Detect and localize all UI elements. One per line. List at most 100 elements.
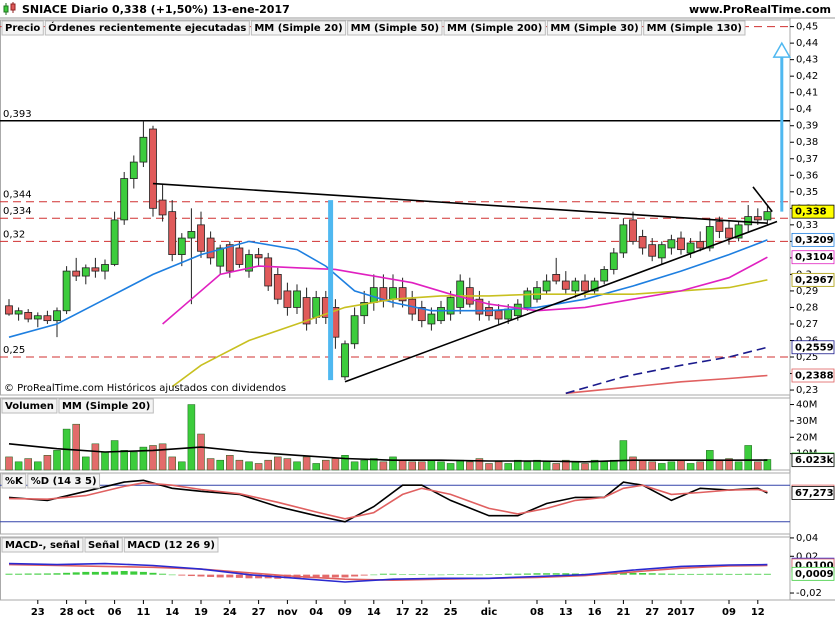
volume-bar: [293, 461, 301, 471]
legend-item[interactable]: Órdenes recientemente ejecutadas: [48, 21, 246, 34]
trend-line: [752, 186, 773, 213]
legend-item[interactable]: %D (14 3 5): [31, 476, 97, 487]
legend-item[interactable]: Precio: [5, 23, 40, 34]
x-tick-label: 27: [252, 607, 266, 618]
histogram-bar: [24, 573, 32, 575]
price-label-box: [791, 486, 835, 500]
level-label: 0,393: [3, 109, 32, 120]
volume-bar: [590, 459, 599, 471]
legend-item[interactable]: Señal: [88, 540, 119, 551]
x-tick-label: 12: [751, 607, 765, 618]
series-line: [565, 346, 768, 395]
x-tick-label: 17: [396, 607, 410, 618]
candle-body: [437, 307, 445, 322]
legend-item[interactable]: MM (Simple 20): [62, 401, 150, 412]
candle-body: [485, 307, 493, 317]
candle-body: [264, 257, 273, 287]
volume-bar: [139, 446, 148, 471]
y-tick-label: 0,04: [796, 533, 818, 544]
volume-bar: [91, 443, 100, 471]
histogram-bar: [447, 574, 455, 575]
histogram-bar: [495, 574, 503, 575]
series-line: [8, 239, 768, 338]
histogram-bar: [408, 574, 416, 575]
y-tick-label: 0,39: [796, 121, 818, 132]
volume-bar: [216, 459, 224, 471]
volume-bar: [254, 463, 263, 471]
candle-body: [629, 219, 637, 242]
site-name[interactable]: www.ProRealTime.com: [689, 3, 831, 16]
histogram-bar: [763, 573, 771, 575]
price-label-box: [791, 340, 835, 355]
volume-bar: [542, 461, 551, 471]
histogram-bar: [255, 574, 263, 579]
volume-bar: [600, 461, 608, 471]
volume-bar: [494, 461, 503, 471]
legend-item[interactable]: MACD (12 26 9): [127, 540, 215, 551]
volume-bar: [235, 459, 244, 471]
legend-item[interactable]: MACD-, señal: [5, 540, 80, 551]
volume-bar: [158, 443, 167, 471]
histogram-bar: [5, 573, 13, 575]
histogram-bar: [63, 572, 71, 575]
legend-item[interactable]: MM (Simple 20): [254, 23, 342, 34]
y-tick-label: 0,33: [796, 220, 818, 231]
legend-box: [1, 20, 44, 36]
histogram-bar: [754, 573, 762, 575]
x-tick-label: 2017: [667, 607, 695, 618]
x-tick-label: dic: [481, 607, 498, 618]
legend-box: [58, 398, 154, 414]
volume-bar: [475, 458, 484, 471]
candle-body: [139, 136, 148, 163]
candle-body: [120, 178, 129, 221]
candle-body: [494, 310, 503, 320]
volume-bar: [514, 459, 522, 471]
candle-body: [763, 211, 772, 221]
volume-bar: [283, 458, 292, 471]
volume-bar: [686, 463, 695, 471]
legend-item[interactable]: %K: [5, 476, 24, 487]
legend-item[interactable]: MM (Simple 130): [647, 23, 742, 34]
histogram-bar: [619, 572, 627, 575]
histogram-bar: [504, 573, 512, 575]
y-tick-label: 0,23: [796, 385, 818, 396]
histogram-bar: [331, 574, 339, 578]
volume-bar: [322, 459, 330, 471]
volume-bar: [398, 459, 407, 471]
series-line: [171, 279, 768, 388]
candle-body: [475, 298, 484, 315]
histogram-bar: [53, 573, 61, 575]
candle-body: [62, 270, 71, 312]
app-icon: [3, 2, 16, 15]
histogram-bar: [15, 573, 23, 575]
volume-bar: [658, 463, 666, 471]
histogram-bar: [178, 574, 186, 576]
candle-body: [417, 307, 426, 322]
candle-body: [542, 280, 551, 292]
candle-body: [14, 310, 23, 315]
histogram-bar: [648, 573, 656, 575]
candle-body: [561, 280, 570, 290]
y-tick-label: 0,36: [796, 170, 818, 181]
legend-item[interactable]: MM (Simple 30): [550, 23, 638, 34]
candle-body: [638, 236, 647, 249]
legend-item[interactable]: MM (Simple 200): [447, 23, 542, 34]
candle-body: [206, 237, 215, 259]
candle-body: [110, 219, 119, 265]
legend-item[interactable]: MM (Simple 50): [351, 23, 439, 34]
candle-body: [312, 297, 321, 318]
histogram-bar: [687, 573, 695, 575]
histogram-bar: [629, 572, 637, 575]
histogram-bar: [72, 572, 80, 575]
volume-bar: [149, 445, 157, 471]
watermark: © ProRealTime.com Históricos ajustados c…: [4, 382, 286, 394]
candle-body: [744, 216, 753, 226]
legend-item[interactable]: Volumen: [5, 401, 54, 412]
x-tick-label: 14: [165, 607, 179, 618]
series-line: [162, 256, 768, 325]
candle-body: [53, 310, 61, 322]
volume-bar: [677, 459, 685, 471]
arrow-head: [772, 41, 792, 58]
